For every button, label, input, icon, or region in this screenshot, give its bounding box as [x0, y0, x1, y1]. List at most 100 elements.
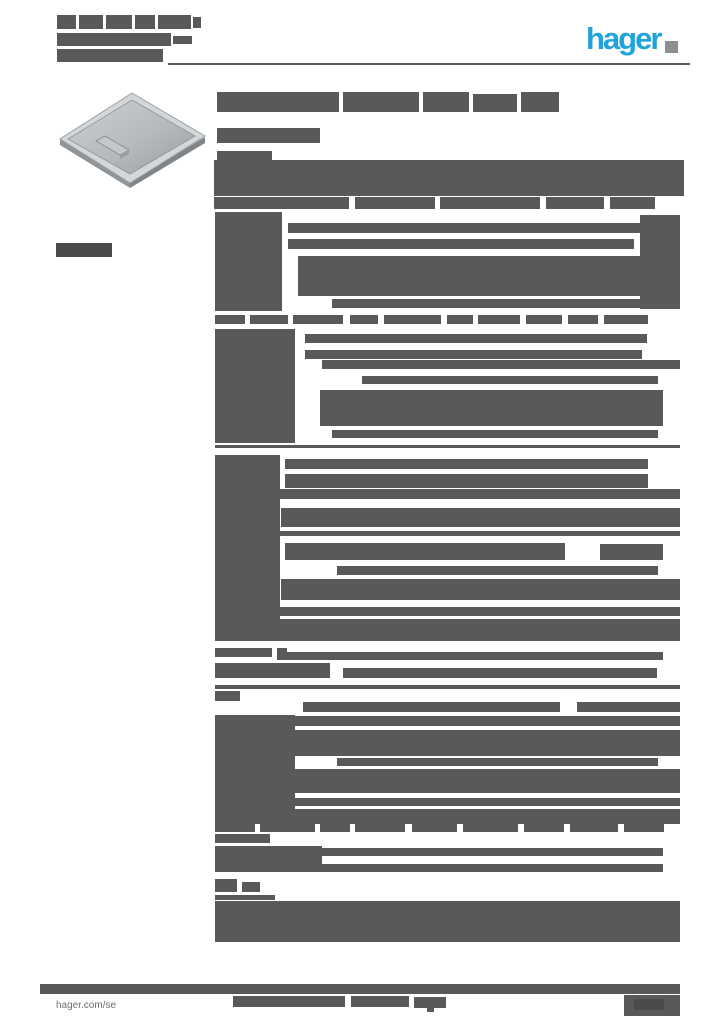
redacted-text-block: [414, 997, 446, 1008]
redacted-text-block: [320, 823, 350, 832]
page-number-redacted: [634, 999, 664, 1010]
redacted-text-block: [56, 243, 112, 257]
redacted-text-block: [384, 315, 441, 324]
redacted-text-block: [57, 15, 76, 29]
logo-registered-mark: [665, 41, 678, 53]
redacted-text-block: [351, 996, 409, 1007]
redacted-text-block: [288, 223, 640, 233]
redacted-text-block: [332, 430, 658, 438]
redacted-text-block: [447, 315, 473, 324]
redacted-text-block: [272, 531, 680, 536]
redacted-text-block: [362, 376, 658, 384]
redacted-text-block: [521, 92, 559, 112]
hager-logo: hager: [586, 21, 662, 56]
redacted-text-block: [285, 459, 648, 469]
redacted-text-block: [215, 901, 680, 942]
redacted-text-block: [577, 702, 680, 712]
redacted-text-block: [355, 821, 405, 832]
redacted-text-block: [215, 648, 272, 657]
redacted-text-block: [253, 716, 680, 726]
redacted-text-block: [610, 197, 655, 209]
footer-website-text: hager.com/se: [56, 998, 176, 1014]
product-side-right: [130, 137, 205, 188]
redacted-text-block: [214, 197, 349, 209]
redacted-text-block: [526, 315, 562, 324]
redacted-text-block: [173, 36, 192, 44]
redacted-text-block: [343, 668, 657, 678]
redacted-text-block: [215, 685, 680, 689]
redacted-text-block: [79, 15, 103, 29]
redacted-text-block: [193, 17, 201, 28]
redacted-text-block: [423, 92, 469, 112]
redacted-text-block: [272, 607, 680, 616]
redacted-text-block: [215, 834, 270, 843]
redacted-text-block: [215, 691, 240, 701]
redacted-text-block: [285, 543, 565, 560]
redacted-text-block: [478, 315, 520, 324]
redacted-text-block: [106, 15, 132, 29]
redacted-text-block: [217, 151, 272, 160]
redacted-text-block: [214, 160, 684, 196]
redacted-text-block: [233, 996, 345, 1007]
product-image: [56, 88, 210, 196]
redacted-text-block: [242, 882, 260, 892]
redacted-text-block: [305, 350, 642, 359]
redacted-text-block: [281, 579, 680, 600]
redacted-text-block: [427, 1008, 434, 1012]
redacted-text-block: [285, 474, 648, 488]
redacted-text-block: [281, 508, 680, 527]
redacted-text-block: [215, 821, 255, 832]
redacted-text-block: [305, 334, 647, 343]
footer-band: [40, 984, 680, 994]
redacted-text-block: [640, 215, 680, 309]
product-photo: [59, 92, 206, 188]
redacted-text-block: [337, 566, 658, 575]
redacted-text-block: [215, 619, 680, 641]
redacted-text-block: [215, 879, 237, 892]
redacted-text-block: [546, 197, 604, 209]
redacted-text-block: [297, 864, 663, 872]
redacted-text-block: [303, 702, 560, 712]
redacted-text-block: [473, 94, 517, 112]
redacted-text-block: [253, 769, 680, 793]
redacted-text-block: [215, 315, 245, 324]
redacted-text-block: [350, 315, 378, 324]
redacted-text-block: [257, 489, 680, 499]
redacted-text-block: [217, 92, 339, 112]
redacted-text-block: [288, 239, 634, 249]
redacted-text-block: [320, 848, 663, 856]
header-divider: [168, 63, 690, 65]
redacted-text-block: [215, 445, 680, 448]
redacted-text-block: [215, 663, 330, 678]
redacted-text-block: [624, 821, 664, 832]
redacted-text-block: [158, 15, 191, 29]
redacted-text-block: [343, 92, 419, 112]
redacted-text-block: [298, 256, 640, 296]
redacted-text-block: [250, 315, 288, 324]
redacted-text-block: [322, 360, 680, 369]
redacted-text-block: [600, 544, 663, 560]
redacted-text-block: [568, 315, 598, 324]
redacted-text-block: [215, 895, 275, 900]
redacted-text-block: [355, 197, 435, 209]
redacted-text-block: [604, 315, 648, 324]
product-latch-shadow: [120, 150, 129, 159]
redacted-text-block: [277, 652, 663, 660]
redacted-text-block: [463, 821, 518, 832]
redacted-text-block: [217, 128, 320, 143]
page-number-box: [624, 995, 680, 1016]
redacted-text-block: [272, 798, 680, 806]
redacted-text-block: [320, 390, 663, 426]
redacted-text-block: [332, 299, 640, 308]
product-side-left: [60, 139, 130, 188]
redacted-text-block: [215, 212, 282, 311]
redacted-text-block: [337, 758, 658, 766]
redacted-text-block: [253, 730, 680, 756]
redacted-text-block: [412, 821, 457, 832]
redacted-text-block: [524, 821, 564, 832]
redacted-text-block: [215, 809, 680, 824]
redacted-text-block: [57, 33, 171, 46]
redacted-text-block: [440, 197, 540, 209]
redacted-text-block: [260, 821, 315, 832]
